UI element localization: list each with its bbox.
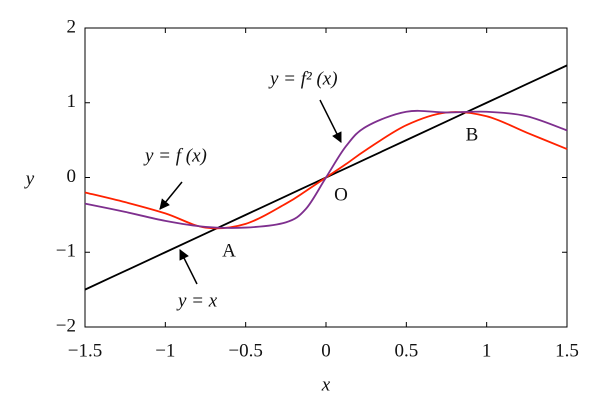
y-tick-label: 0: [67, 166, 77, 187]
y-axis-label: y: [24, 168, 35, 189]
arrow: [179, 249, 198, 285]
series-line: [84, 111, 568, 230]
x-tick-label: 0: [321, 340, 331, 361]
y-tick-label: 1: [67, 91, 77, 112]
x-tick-label: −1.5: [68, 340, 102, 361]
series-label: y = f (x): [143, 145, 207, 166]
y-tick-label: −2: [56, 315, 76, 336]
arrow: [159, 181, 183, 210]
series-label: y = x: [176, 290, 218, 311]
x-tick-label: −0.5: [228, 340, 262, 361]
series-label: y = f² (x): [268, 68, 338, 89]
y-tick-label: −1: [56, 241, 76, 262]
point-label: O: [334, 184, 348, 205]
x-tick-label: 0.5: [394, 340, 418, 361]
point-label: A: [222, 240, 236, 261]
arrow: [319, 99, 342, 143]
point-label: B: [466, 124, 479, 145]
x-tick-label: 1.5: [555, 340, 579, 361]
y-tick-label: 2: [67, 16, 77, 37]
series-line: [84, 109, 568, 229]
x-tick-label: −1: [155, 340, 175, 361]
x-tick-label: 1: [482, 340, 492, 361]
x-axis-label: x: [321, 374, 331, 395]
